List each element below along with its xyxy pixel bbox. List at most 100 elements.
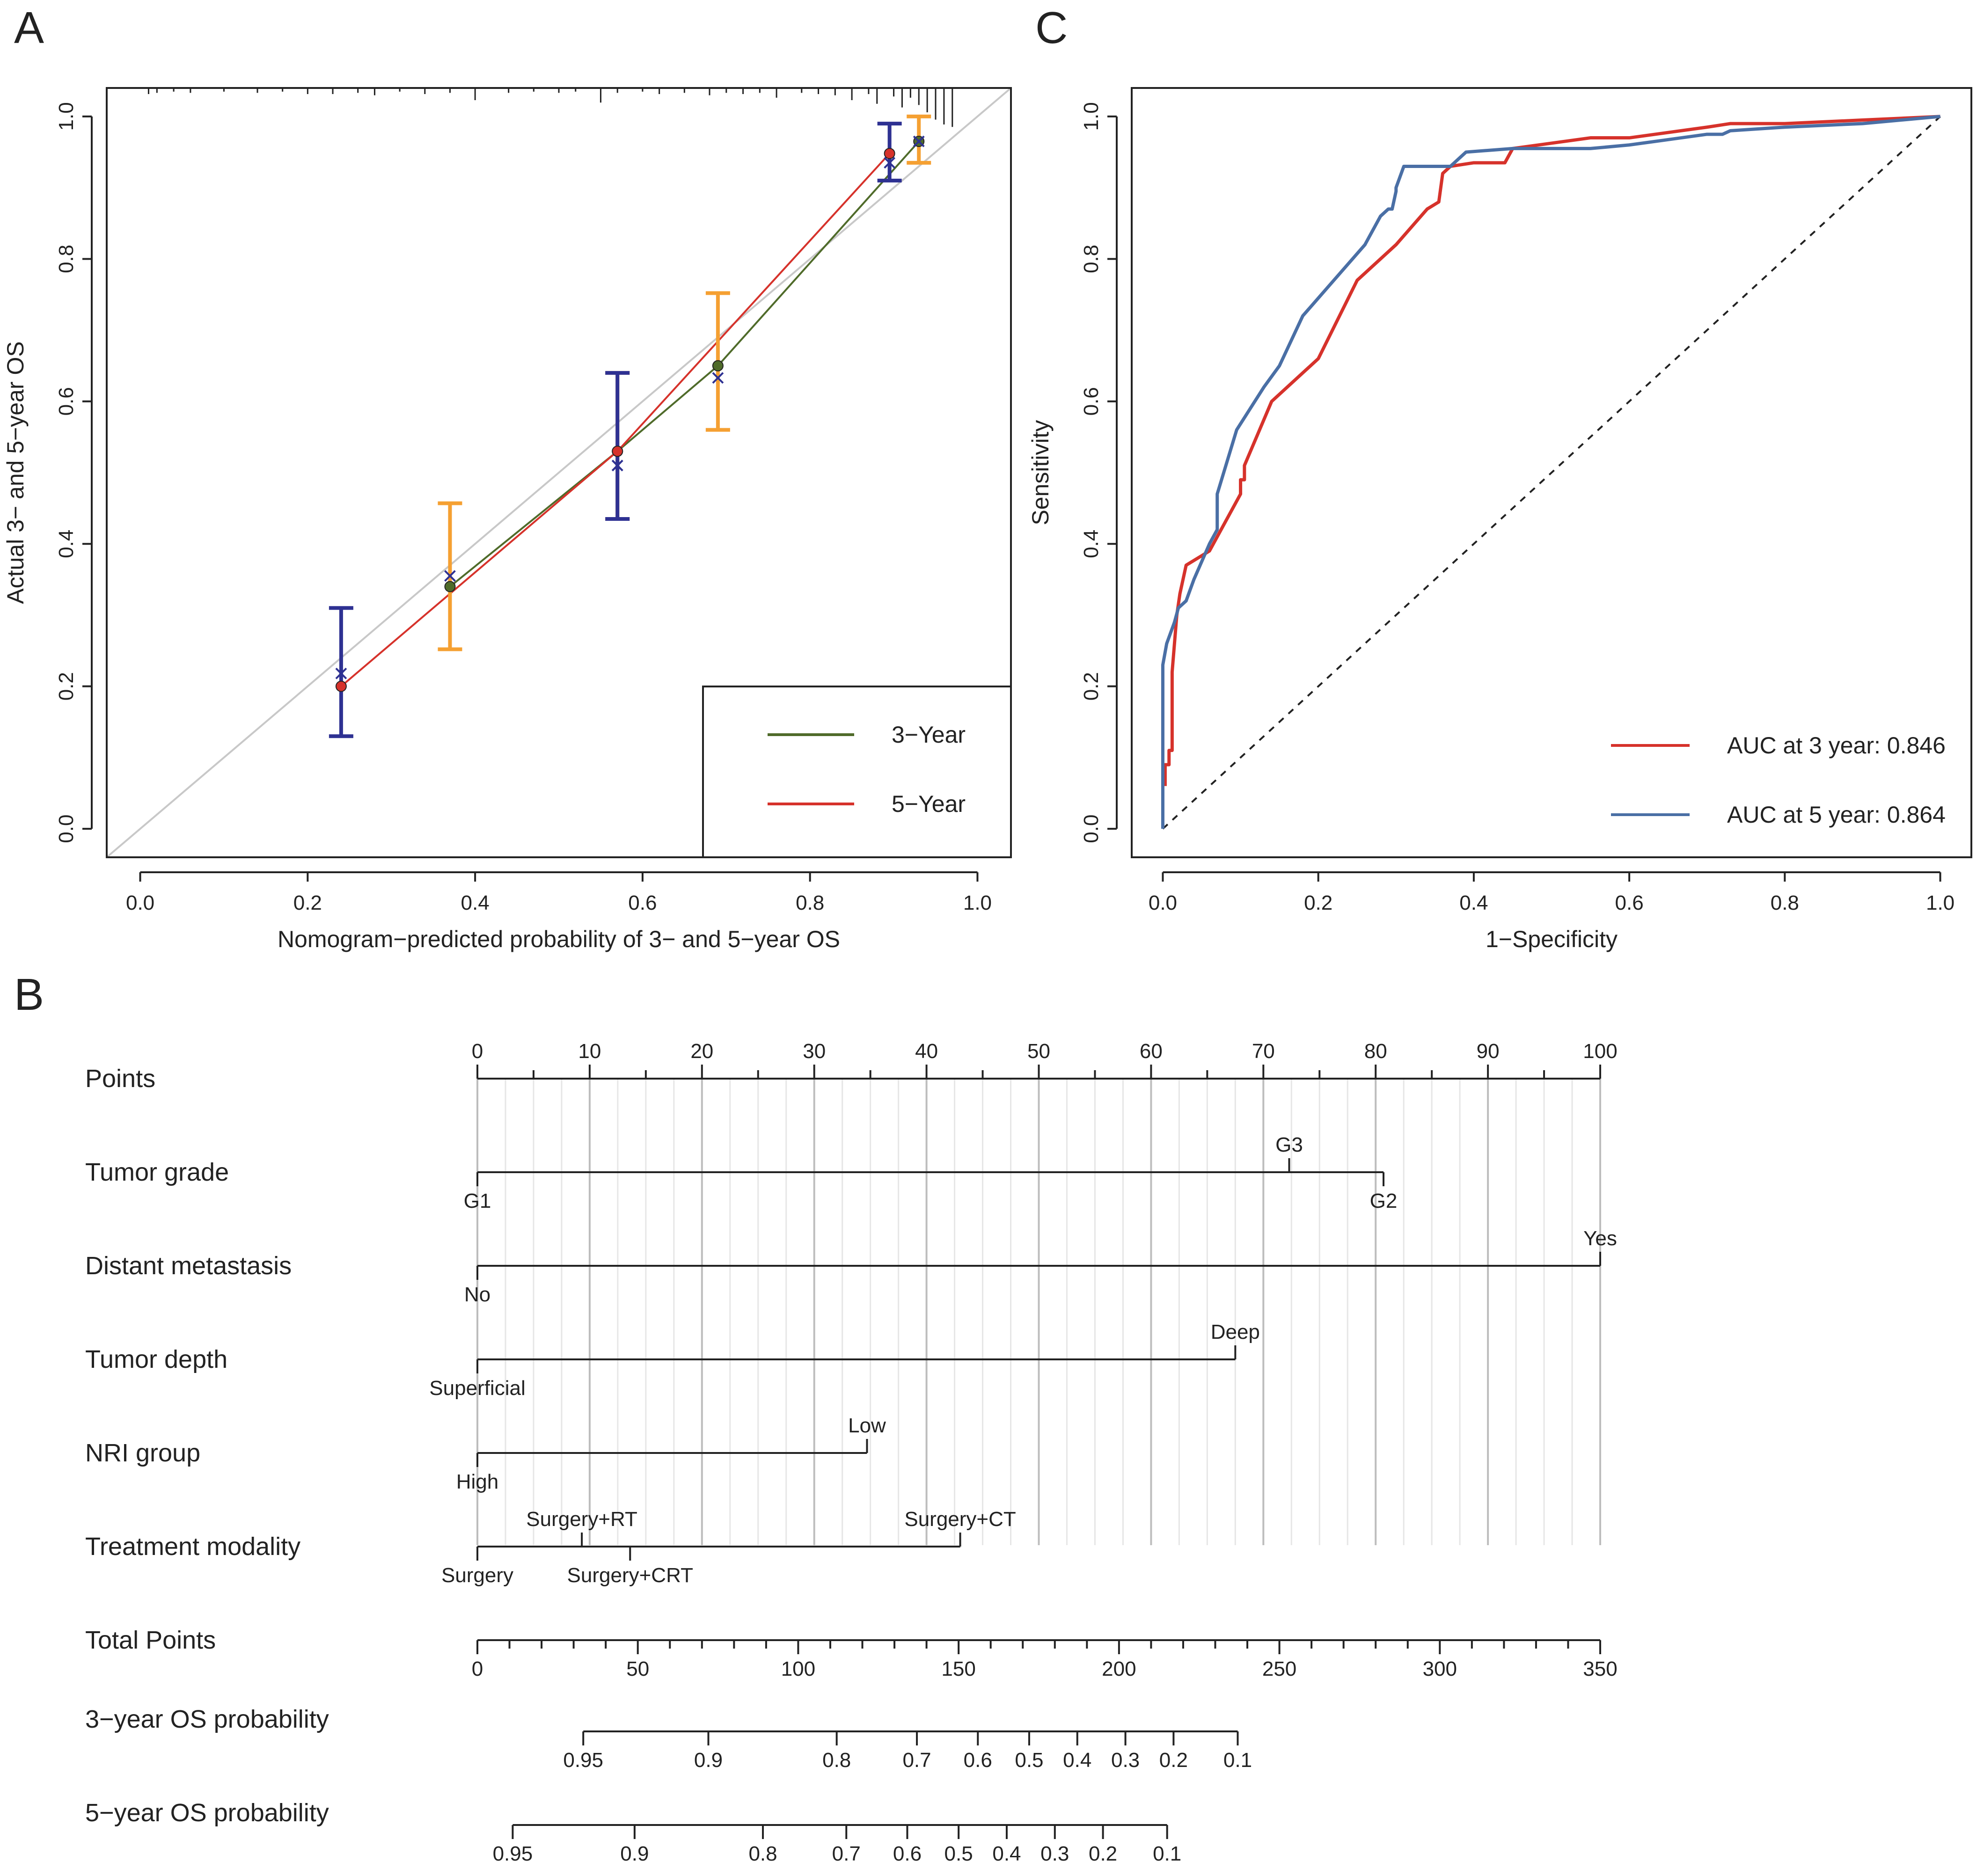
b-probability-tick-label: 0.9 [694,1749,723,1772]
b-points-tick-label: 30 [803,1040,826,1063]
b-probability-tick-label: 0.3 [1040,1842,1069,1865]
panel-b-nomogram: B Points 0 10 20 30 40 50 60 70 80 90 100 Tumor grad… [14,970,1618,1865]
a-3-year-point [712,360,724,372]
a-3-year-corrected-mark [913,135,925,147]
b-variable-label-treatment-modality: Treatment modality [85,1533,300,1561]
b-probability-tick-label: 0.3 [1111,1749,1140,1772]
a-x-tick-label: 0.8 [796,891,824,914]
c-y-tick-label: 1.0 [1080,102,1103,131]
b-level-label-yes: Yes [1583,1227,1617,1250]
c-legend-label-5-year: AUC at 5 year: 0.864 [1727,802,1946,828]
c-y-tick-label: 0.0 [1080,815,1103,843]
c-x-tick-label: 0.2 [1304,891,1332,914]
b-probability-tick-label: 0.9 [620,1842,649,1865]
b-level-label-surgery-ct: Surgery+CT [904,1508,1016,1531]
a-x-tick-label: 0.0 [126,891,154,914]
a-x-axis-title: Nomogram−predicted probability of 3− and… [278,926,840,952]
b-axes-layer: Points 0 10 20 30 40 50 60 70 80 90 100 Tumor grade G… [85,1040,1618,1865]
c-y-tick-label: 0.2 [1080,672,1103,701]
b-total-points-tick-label: 100 [781,1657,815,1680]
b-points-tick-label: 80 [1364,1040,1387,1063]
a-marks-layer [329,114,931,738]
a-reference-layer [106,87,1012,858]
b-probability-tick-label: 0.7 [832,1842,861,1865]
b-total-points-tick-label: 350 [1583,1657,1617,1680]
b-probability-tick-label: 0.1 [1153,1842,1181,1865]
b-probability-axis-label-5-year: 5−year OS probability [85,1799,329,1827]
a-y-tick-label: 1.0 [55,102,78,131]
b-probability-tick-label: 0.8 [748,1842,777,1865]
a-y-axis-title: Actual 3− and 5−year OS [2,341,29,604]
a-5-year-point [335,680,347,692]
a-y-tick-label: 0.8 [55,245,78,273]
a-5-year-point [884,148,895,160]
c-y-axis-title: Sensitivity [1027,420,1054,525]
b-total-points-axis-label: Total Points [85,1626,216,1654]
a-5-year-point [612,445,623,457]
b-variable-label-nri-group: NRI group [85,1439,200,1467]
c-auc-at-5-year-0-864-roc-line [1161,115,1940,829]
b-probability-axis-label-3-year: 3−year OS probability [85,1705,329,1733]
b-points-tick-label: 70 [1252,1040,1275,1063]
c-reference-layer [1162,116,1941,830]
panel-a-calibration-plot: A 0.0 0.2 0.4 0.6 0.8 1.0 0.0 0.2 0.4 0.6 0.8 1.0 3… [2,3,1012,952]
b-probability-tick-label: 0.2 [1089,1842,1117,1865]
b-total-points-tick-label: 250 [1262,1657,1296,1680]
b-probability-tick-label: 0.1 [1223,1749,1252,1772]
c-plot-frame [1131,87,1972,858]
c-y-tick-label: 0.4 [1080,530,1103,558]
a-plot-frame [106,87,1012,858]
b-points-tick-label: 100 [1583,1040,1617,1063]
panel-label-a: A [14,3,44,53]
b-points-tick-label: 0 [472,1040,483,1063]
b-probability-tick-label: 0.6 [964,1749,992,1772]
b-total-points-tick-label: 50 [626,1657,649,1680]
b-level-label-high: High [456,1470,499,1493]
a-y-tick-label: 0.0 [55,815,78,843]
c-chance-reference-line [1162,116,1941,830]
c-x-tick-label: 0.4 [1459,891,1488,914]
b-level-label-g1: G1 [464,1190,491,1212]
b-probability-tick-label: 0.4 [1063,1749,1091,1772]
b-variable-label-tumor-grade: Tumor grade [85,1158,229,1186]
c-x-axis-title: 1−Specificity [1486,926,1618,952]
b-level-label-low: Low [848,1414,886,1437]
b-level-label-no: No [464,1283,491,1306]
b-probability-tick-label: 0.7 [902,1749,931,1772]
b-points-axis-label: Points [85,1065,155,1093]
b-variable-label-distant-metastasis: Distant metastasis [85,1252,292,1280]
c-x-tick-label: 0.0 [1149,891,1177,914]
b-grid-layer [476,1079,1601,1545]
a-y-tick-label: 0.4 [55,530,78,558]
b-variable-label-tumor-depth: Tumor depth [85,1345,227,1373]
a-3-year-point [444,581,456,592]
c-legend: AUC at 3 year: 0.846 AUC at 5 year: 0.86… [1611,732,1946,828]
a-3-year-line [449,140,920,588]
b-probability-tick-label: 0.8 [822,1749,851,1772]
b-probability-tick-label: 0.5 [1015,1749,1043,1772]
a-5-year-corrected-mark [335,667,347,679]
b-points-tick-label: 90 [1477,1040,1500,1063]
b-level-label-superficial: Superficial [429,1377,525,1400]
b-probability-tick-label: 0.5 [944,1842,973,1865]
a-5-year-corrected-mark [611,460,623,472]
b-level-label-surgery-rt: Surgery+RT [526,1508,637,1531]
panel-c-roc-plot: C 0.0 0.2 0.4 0.6 0.8 1.0 0.0 0.2 0.4 0.6 0.8 1.0 A… [1027,3,1972,952]
c-x-tick-label: 1.0 [1926,891,1955,914]
c-auc-at-3-year-0-846-roc-line [1163,115,1940,786]
a-y-tick-label: 0.2 [55,672,78,701]
a-ideal-reference-line [106,87,1012,858]
c-x-tick-label: 0.8 [1771,891,1799,914]
a-x-tick-label: 0.6 [628,891,657,914]
b-level-label-surgery: Surgery [441,1564,513,1587]
panel-label-b: B [14,970,44,1020]
c-y-tick-label: 0.8 [1080,245,1103,273]
b-points-tick-label: 50 [1027,1040,1050,1063]
b-probability-tick-label: 0.4 [992,1842,1021,1865]
c-y-tick-label: 0.6 [1080,387,1103,416]
b-level-label-surgery-crt: Surgery+CRT [567,1564,693,1587]
b-points-tick-label: 60 [1140,1040,1163,1063]
b-total-points-tick-label: 200 [1102,1657,1136,1680]
b-total-points-tick-label: 0 [472,1657,483,1680]
